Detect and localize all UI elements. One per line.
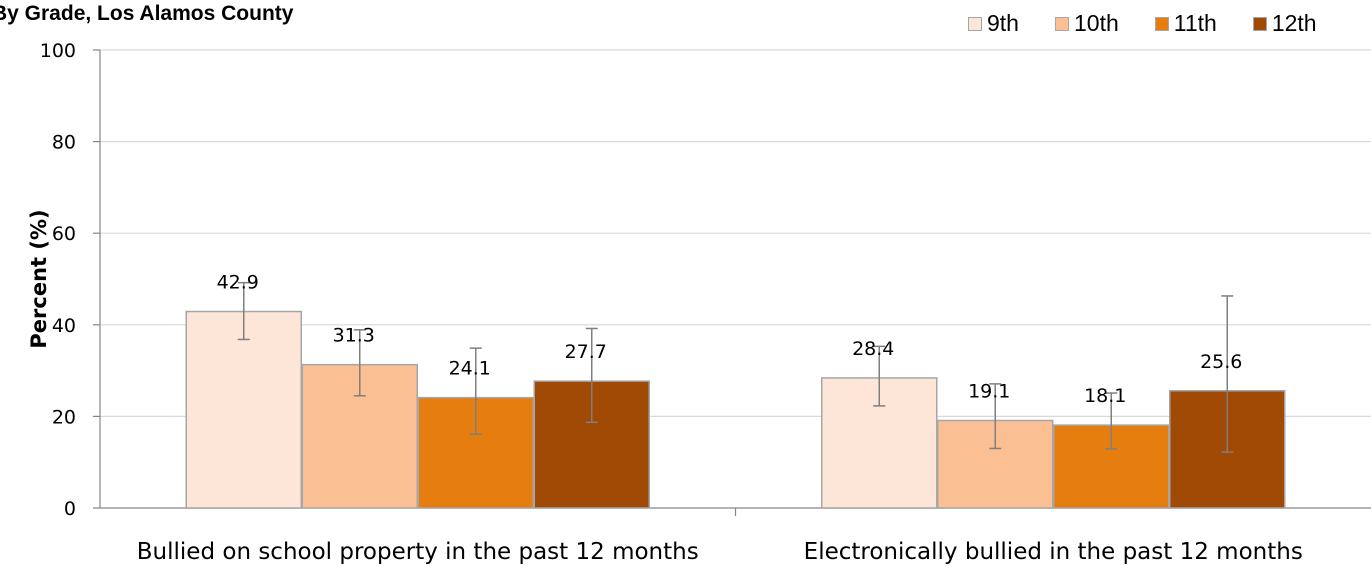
legend-item: 11th	[1154, 10, 1217, 37]
legend-item: 9th	[968, 10, 1019, 37]
y-tick-label: 60	[52, 223, 76, 245]
data-label: 31.3	[333, 325, 375, 347]
chart-title: By Grade, Los Alamos County	[0, 2, 294, 25]
legend-label: 11th	[1173, 10, 1217, 36]
legend-label: 9th	[987, 10, 1019, 36]
data-label: 28.4	[852, 338, 894, 360]
data-label: 27.7	[565, 341, 607, 363]
legend-swatch	[1054, 16, 1069, 31]
legend-swatch	[1252, 16, 1267, 31]
legend-swatch	[1154, 16, 1169, 31]
y-axis-label: Percent (%)	[27, 209, 51, 348]
y-tick-label: 100	[40, 40, 76, 62]
y-tick-label: 20	[52, 406, 76, 428]
data-label: 42.9	[217, 272, 259, 294]
data-label: 18.1	[1084, 385, 1126, 407]
category-label: Bullied on school property in the past 1…	[137, 539, 699, 565]
data-label: 19.1	[968, 381, 1010, 403]
data-label: 24.1	[449, 358, 491, 380]
category-label: Electronically bullied in the past 12 mo…	[804, 539, 1303, 565]
y-tick-label: 80	[52, 132, 76, 154]
legend-swatch	[968, 16, 982, 31]
legend-item: 12th	[1252, 10, 1317, 37]
legend-label: 10th	[1073, 10, 1119, 36]
legend: 9th 10th 11th 12th	[968, 10, 1353, 37]
legend-label: 12th	[1271, 10, 1317, 36]
legend-item: 10th	[1054, 10, 1119, 37]
y-tick-label: 0	[64, 498, 76, 520]
y-tick-label: 40	[52, 315, 76, 337]
bar	[185, 310, 302, 509]
data-label: 25.6	[1200, 351, 1242, 373]
